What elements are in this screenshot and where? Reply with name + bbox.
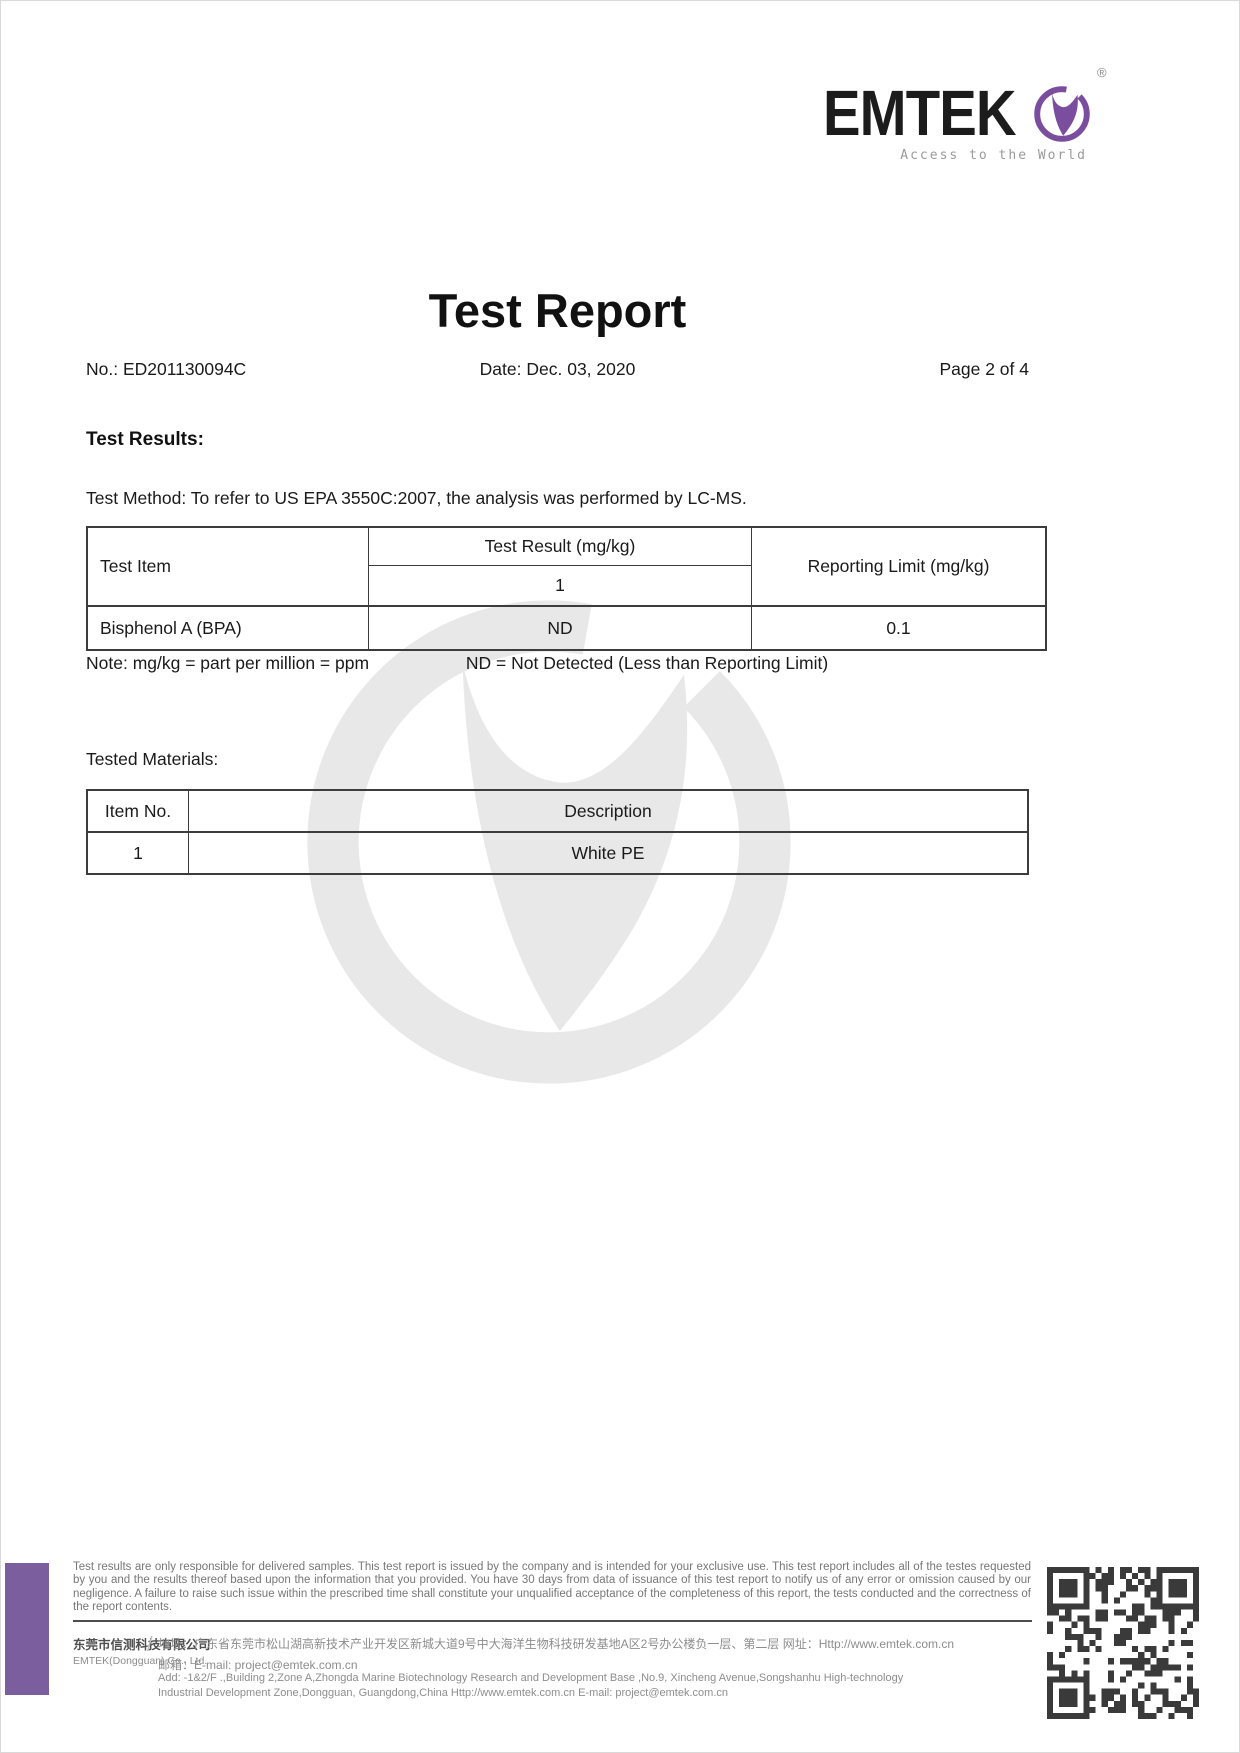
- registered-trademark-symbol: ®: [1097, 65, 1107, 80]
- cell-description: White PE: [188, 831, 1029, 875]
- footer-disclaimer: Test results are only responsible for de…: [73, 1561, 1031, 1613]
- results-col-test-item: Test Item: [86, 526, 369, 607]
- company-address-en2: Industrial Development Zone,Dongguan, Gu…: [158, 1687, 728, 1699]
- page-indicator: Page 2 of 4: [939, 359, 1029, 379]
- company-email-cn: 邮箱：E-mail: project@emtek.com.cn: [158, 1658, 358, 1672]
- test-results-heading: Test Results:: [86, 429, 204, 450]
- company-address-en1: Add: -1&2/F .,Building 2,Zone A,Zhongda …: [158, 1672, 904, 1684]
- cell-item-no: 1: [86, 831, 189, 875]
- results-col-test-result: Test Result (mg/kg): [368, 526, 752, 566]
- page-title: Test Report: [428, 284, 687, 337]
- tested-materials-heading: Tested Materials:: [86, 749, 219, 769]
- materials-table: Item No. Description 1 White PE: [86, 789, 1029, 875]
- materials-table-row: 1 White PE: [86, 831, 1029, 875]
- company-name-cn: 东莞市信测科技有限公司: [73, 1638, 211, 1652]
- company-slash-divider: /: [147, 1634, 153, 1656]
- test-method-line: Test Method: To refer to US EPA 3550C:20…: [86, 488, 747, 508]
- cell-test-result: ND: [368, 605, 752, 651]
- logo-tagline: Access to the World: [900, 148, 1087, 163]
- company-address-cn: 地址：广东省东莞市松山湖高新技术产业开发区新城大道9号中大海洋生物科技研发基地A…: [158, 1637, 955, 1651]
- report-info-row: No.: ED201130094C Date: Dec. 03, 2020 Pa…: [86, 359, 1029, 380]
- materials-col-item-no: Item No.: [86, 789, 189, 833]
- note-nd-definition: ND = Not Detected (Less than Reporting L…: [465, 653, 829, 673]
- materials-col-description: Description: [188, 789, 1029, 833]
- report-date: Date: Dec. 03, 2020: [479, 359, 636, 379]
- emtek-wordmark: EMTEK: [823, 77, 1017, 149]
- footer-accent-bar: [5, 1563, 49, 1695]
- note-units: Note: mg/kg = part per million = ppm: [86, 653, 370, 673]
- qr-code: [1047, 1567, 1199, 1719]
- report-number: No.: ED201130094C: [86, 359, 247, 379]
- results-sample-number: 1: [368, 565, 752, 607]
- cell-reporting-limit: 0.1: [751, 605, 1047, 651]
- results-col-reporting-limit: Reporting Limit (mg/kg): [751, 526, 1047, 607]
- results-table-row: Bisphenol A (BPA) ND 0.1: [86, 605, 1047, 651]
- results-table: Test Item Test Result (mg/kg) Reporting …: [86, 526, 1047, 651]
- emtek-logo-icon: [1034, 83, 1090, 142]
- company-name-en: EMTEK(Dongguan) Co., Ltd.: [73, 1655, 208, 1667]
- footer-divider: [73, 1620, 1032, 1622]
- cell-test-item: Bisphenol A (BPA): [86, 605, 369, 651]
- results-note: Note: mg/kg = part per million = ppm ND …: [86, 653, 828, 674]
